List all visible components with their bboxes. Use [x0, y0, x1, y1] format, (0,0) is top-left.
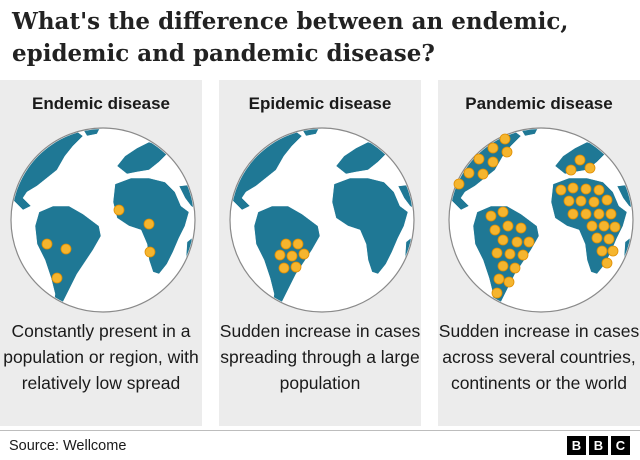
globe-map-endemic	[9, 126, 197, 314]
panel-pandemic: Pandemic disease Sudden increa	[438, 80, 640, 426]
source-text: Source: Wellcome	[9, 438, 127, 454]
panel-description: Sudden increase in cases spreading throu…	[219, 321, 421, 393]
panel-endemic: Endemic disease Constantly present in a …	[0, 80, 202, 426]
panel-description: Constantly present in a population or re…	[3, 321, 199, 393]
footer-divider	[0, 430, 640, 431]
logo-letter: B	[567, 436, 586, 455]
panel-epidemic: Epidemic disease Sudden increase in case…	[219, 80, 421, 426]
logo-letter: B	[589, 436, 608, 455]
outbreak-dots	[274, 238, 310, 274]
panel-description: Sudden increase in cases across several …	[438, 321, 640, 393]
chart-title: What's the difference between an endemic…	[12, 8, 569, 67]
logo-letter: C	[611, 436, 630, 455]
globe-map-epidemic	[228, 126, 416, 314]
bbc-logo: B B C	[567, 436, 630, 455]
panel-heading: Epidemic disease	[248, 94, 392, 113]
panel-heading: Pandemic disease	[465, 94, 613, 113]
panel-heading: Endemic disease	[32, 94, 170, 113]
outbreak-dots	[453, 133, 621, 299]
outbreak-dots	[41, 204, 156, 284]
globe-map-pandemic	[447, 126, 635, 314]
